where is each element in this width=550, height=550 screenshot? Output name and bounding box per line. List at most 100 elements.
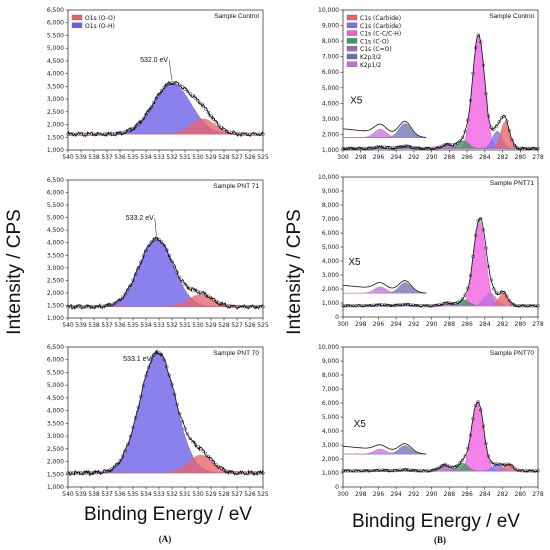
data-point: [219, 126, 224, 130]
data-point: [214, 463, 218, 467]
caption-b: (B): [434, 535, 446, 545]
data-point: [510, 302, 514, 306]
legend-label: C1s (C=O): [360, 46, 392, 53]
x-tick-label: 294: [390, 491, 402, 498]
x-tick-label: 278: [532, 491, 544, 498]
data-point: [463, 293, 467, 297]
data-point: [120, 454, 125, 458]
data-point: [489, 125, 493, 130]
data-point: [149, 105, 153, 109]
y-tick-label: 1,500: [47, 134, 64, 141]
data-point: [191, 440, 195, 444]
data-point: [115, 462, 120, 466]
data-point: [201, 291, 205, 295]
y-tick-label: 8,000: [322, 372, 339, 379]
data-point: [185, 432, 190, 436]
x-tick-label: 531: [179, 322, 191, 329]
data-point: [165, 365, 169, 369]
data-point: [180, 279, 185, 284]
data-point: [204, 293, 208, 297]
data-point: [497, 291, 501, 295]
legend-swatch: [346, 61, 358, 67]
legend-label: C1s (C-O): [360, 38, 389, 45]
data-point: [133, 272, 138, 276]
data-point: [502, 114, 506, 119]
x-tick-label: 537: [101, 491, 113, 498]
data-point: [479, 40, 483, 44]
x-tick-label: 534: [140, 491, 152, 498]
data-point: [476, 33, 480, 37]
data-point: [471, 71, 475, 75]
data-point: [198, 447, 203, 451]
data-point: [460, 135, 465, 140]
data-point: [473, 403, 478, 408]
legend-swatch: [346, 22, 358, 28]
y-tick-label: 7,000: [322, 386, 339, 393]
data-point: [512, 143, 517, 148]
data-point: [126, 129, 130, 133]
x-tick-label: 278: [532, 154, 544, 161]
data-point: [183, 283, 187, 287]
data-point: [463, 129, 467, 134]
data-point: [159, 353, 164, 357]
legend-swatch: [346, 46, 358, 52]
data-point: [460, 297, 465, 301]
data-point: [479, 408, 483, 412]
data-point: [178, 83, 182, 87]
data-point: [458, 461, 462, 465]
x-tick-label: 530: [192, 322, 204, 329]
data-point: [222, 127, 226, 132]
x-tick-label: 298: [355, 491, 367, 498]
data-point: [123, 449, 127, 453]
data-point: [141, 384, 146, 388]
y-tick-label: 5,000: [322, 414, 339, 421]
legend-label: C1s (Carbide): [360, 23, 401, 30]
x-tick-label: 529: [205, 322, 217, 329]
x-tick-label: 532: [166, 154, 178, 161]
chart-A2: 540 539 538 537 536 535 534 533 532 531 530 529 528 5…: [47, 177, 269, 329]
data-point: [178, 275, 182, 279]
x-tick-label: 278: [532, 321, 544, 328]
data-point: [162, 85, 166, 90]
data-point: [217, 123, 221, 127]
data-point: [463, 454, 467, 458]
x-tick-label: 526: [244, 322, 256, 329]
data-point: [471, 417, 475, 421]
data-point: [178, 411, 182, 416]
y-tick-label: 6,500: [47, 7, 64, 14]
data-point: [458, 139, 462, 143]
y-tick-label: 5,000: [47, 45, 64, 52]
x-tick-label: 539: [75, 154, 87, 161]
data-point: [468, 433, 473, 437]
y-axis-label-left: Intensity / CPS: [4, 209, 25, 335]
y-tick-label: 4,000: [47, 408, 64, 415]
x-tick-label: 526: [244, 154, 256, 161]
x-tick-label: 529: [205, 491, 217, 498]
data-point: [445, 463, 449, 467]
y-tick-label: 4,500: [47, 395, 64, 402]
data-point: [486, 114, 491, 118]
data-point: [505, 119, 509, 123]
x-tick-label: 537: [101, 322, 113, 329]
x-tick-label: 537: [101, 154, 113, 161]
y-tick-label: 1,000: [322, 470, 339, 477]
data-point: [214, 299, 218, 303]
y-tick-label: 10,000: [318, 7, 339, 14]
data-point: [484, 441, 488, 446]
x-tick-label: 294: [390, 154, 402, 161]
panel-title: Sample Control: [214, 13, 259, 20]
data-point: [165, 83, 169, 87]
y-tick-label: 2,500: [47, 277, 64, 284]
x5-label: X5: [348, 257, 361, 268]
data-point: [128, 434, 133, 439]
y-tick-label: 9,000: [322, 188, 339, 195]
data-point: [217, 301, 221, 305]
x-tick-label: 286: [461, 154, 473, 161]
data-point: [468, 273, 473, 278]
x-tick-label: 540: [62, 322, 74, 329]
y-tick-label: 4,000: [322, 100, 339, 107]
data-point: [201, 104, 205, 108]
y-tick-label: 1,500: [47, 471, 64, 478]
data-point: [261, 305, 265, 309]
